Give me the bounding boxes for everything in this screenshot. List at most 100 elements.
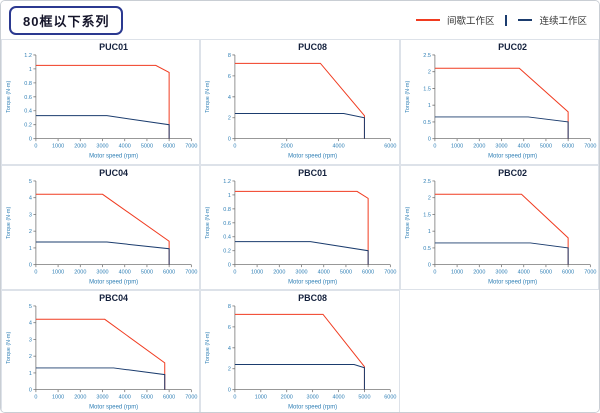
continuous-line	[35, 367, 166, 390]
chart-PBC08: PBC08 0 2 4 6 8 0 1000 2000 3000 4000 5000 6000 Motor…	[205, 293, 397, 411]
x-tick-label: 6000	[163, 269, 175, 275]
page-title-text: 80框以下系列	[23, 13, 110, 29]
y-tick-label: 1	[29, 67, 32, 73]
x-tick-label: 5000	[340, 269, 352, 275]
chart-cell-PUC02: PUC02 0 0.5 1 1.5 2 2.5 0 1000 2000 3000 4000 5000 60…	[399, 39, 599, 165]
y-tick-label: 1	[29, 245, 32, 251]
y-tick-label: 8	[228, 53, 231, 59]
x-tick-label: 7000	[185, 144, 197, 150]
y-axis-label: Torque (N·m)	[205, 206, 211, 238]
intermittent-line	[35, 318, 166, 390]
axes	[35, 306, 192, 391]
y-tick-label: 2	[428, 70, 431, 76]
y-tick-label: 0	[29, 262, 32, 268]
y-tick-label: 0.2	[224, 248, 232, 254]
x-tick-label: 2000	[74, 395, 86, 401]
x-tick-label: 3000	[96, 395, 108, 401]
y-axis-label: Torque (N·m)	[205, 332, 211, 364]
y-tick-label: 0.5	[423, 245, 431, 251]
x-tick-label: 1000	[52, 144, 64, 150]
chart-title: PUC08	[299, 42, 328, 52]
x-tick-label: 3000	[96, 269, 108, 275]
x-tick-label: 3000	[495, 269, 507, 275]
charts-grid: PUC01 0 0.2 0.4 0.6 0.8 1 1.2 0 1000 2000 3000 4000 5…	[1, 39, 599, 412]
chart-title: PUC02	[498, 42, 527, 52]
x-tick-label: 3000	[296, 269, 308, 275]
x-axis-label: Motor speed (rpm)	[288, 279, 337, 285]
y-axis-label: Torque (N·m)	[405, 81, 411, 113]
x-axis-label: Motor speed (rpm)	[488, 154, 537, 160]
x-tick-label: 6000	[163, 144, 175, 150]
x-tick-label: 0	[433, 144, 436, 150]
y-axis-label: Torque (N·m)	[205, 81, 211, 113]
y-axis-label: Torque (N·m)	[405, 206, 411, 238]
chart-PBC02: PBC02 0 0.5 1 1.5 2 2.5 0 1000 2000 3000 4000 5000 60…	[405, 168, 596, 286]
x-axis-label: Motor speed (rpm)	[89, 279, 138, 285]
x-axis-label: Motor speed (rpm)	[288, 405, 337, 411]
y-tick-label: 1	[428, 229, 431, 235]
x-tick-label: 4000	[333, 395, 345, 401]
x-tick-label: 6000	[385, 395, 397, 401]
y-tick-label: 0	[29, 388, 32, 394]
chart-PUC04: PUC04 0 1 2 3 4 5 0 1000 2000 3000 4000 5000 6000 7000…	[6, 168, 197, 286]
y-tick-label: 1.5	[423, 86, 431, 92]
y-tick-label: 0.8	[24, 81, 32, 87]
x-tick-label: 7000	[185, 269, 197, 275]
axes	[234, 306, 391, 391]
y-tick-label: 4	[29, 321, 32, 327]
chart-cell-PBC01: PBC01 0 0.2 0.4 0.6 0.8 1 1.2 0 1000 2000 3000 4000 5…	[200, 164, 400, 291]
y-tick-label: 1	[29, 371, 32, 377]
legend-label-intermittent: 间歇工作区	[446, 16, 495, 27]
chart-cell-PBC02: PBC02 0 0.5 1 1.5 2 2.5 0 1000 2000 3000 4000 5000 60…	[399, 164, 599, 291]
x-tick-label: 6000	[562, 144, 574, 150]
intermittent-line	[35, 193, 170, 265]
y-tick-label: 0	[228, 137, 231, 143]
x-tick-label: 6000	[562, 269, 574, 275]
y-tick-label: 0.6	[24, 95, 32, 101]
y-tick-label: 2	[29, 229, 32, 235]
x-tick-label: 0	[433, 269, 436, 275]
axes	[434, 180, 591, 265]
x-tick-label: 2000	[281, 395, 293, 401]
chart-PUC01: PUC01 0 0.2 0.4 0.6 0.8 1 1.2 0 1000 2000 3000 4000 5…	[6, 42, 197, 160]
y-axis-label: Torque (N·m)	[6, 206, 12, 238]
x-axis-label: Motor speed (rpm)	[89, 154, 138, 160]
y-tick-label: 2.5	[423, 179, 431, 185]
legend-divider	[505, 14, 508, 26]
y-tick-label: 2.5	[423, 53, 431, 59]
x-tick-label: 7000	[385, 269, 397, 275]
y-tick-label: 2	[428, 195, 431, 201]
chart-cell-PUC08: PUC08 0 2 4 6 8 0 2000 4000 6000 Motor speed (rpm)…	[200, 39, 400, 165]
x-tick-label: 3000	[96, 144, 108, 150]
x-tick-label: 4000	[318, 269, 330, 275]
x-tick-label: 1000	[251, 269, 263, 275]
x-tick-label: 4000	[119, 269, 131, 275]
chart-PUC08: PUC08 0 2 4 6 8 0 2000 4000 6000 Motor speed (rpm)…	[205, 42, 396, 160]
page-title: 80框以下系列	[9, 5, 124, 35]
y-tick-label: 3	[29, 212, 32, 218]
axes	[35, 54, 192, 140]
y-tick-label: 3	[29, 338, 32, 344]
x-tick-label: 1000	[52, 395, 64, 401]
y-tick-label: 2	[228, 367, 231, 373]
chart-cell-PUC04: PUC04 0 1 2 3 4 5 0 1000 2000 3000 4000 5000 6000 7000…	[1, 164, 201, 291]
chart-cell-PUC01: PUC01 0 0.2 0.4 0.6 0.8 1 1.2 0 1000 2000 3000 4000 5…	[1, 39, 201, 165]
y-tick-label: 5	[29, 304, 32, 310]
x-tick-label: 7000	[584, 144, 596, 150]
x-tick-label: 0	[34, 269, 37, 275]
x-tick-label: 1000	[451, 269, 463, 275]
x-tick-label: 1000	[451, 144, 463, 150]
y-tick-label: 6	[228, 74, 231, 80]
x-tick-label: 5000	[141, 269, 153, 275]
intermittent-line	[235, 313, 366, 390]
x-tick-label: 6000	[163, 395, 175, 401]
x-tick-label: 5000	[141, 144, 153, 150]
legend-label-continuous: 连续工作区	[539, 16, 587, 27]
y-tick-label: 0	[428, 137, 431, 143]
y-tick-label: 4	[228, 95, 231, 101]
x-axis-label: Motor speed (rpm)	[89, 405, 138, 411]
x-axis-label: Motor speed (rpm)	[288, 154, 337, 160]
x-tick-label: 0	[34, 395, 37, 401]
x-tick-label: 2000	[74, 269, 86, 275]
axes	[234, 180, 391, 265]
